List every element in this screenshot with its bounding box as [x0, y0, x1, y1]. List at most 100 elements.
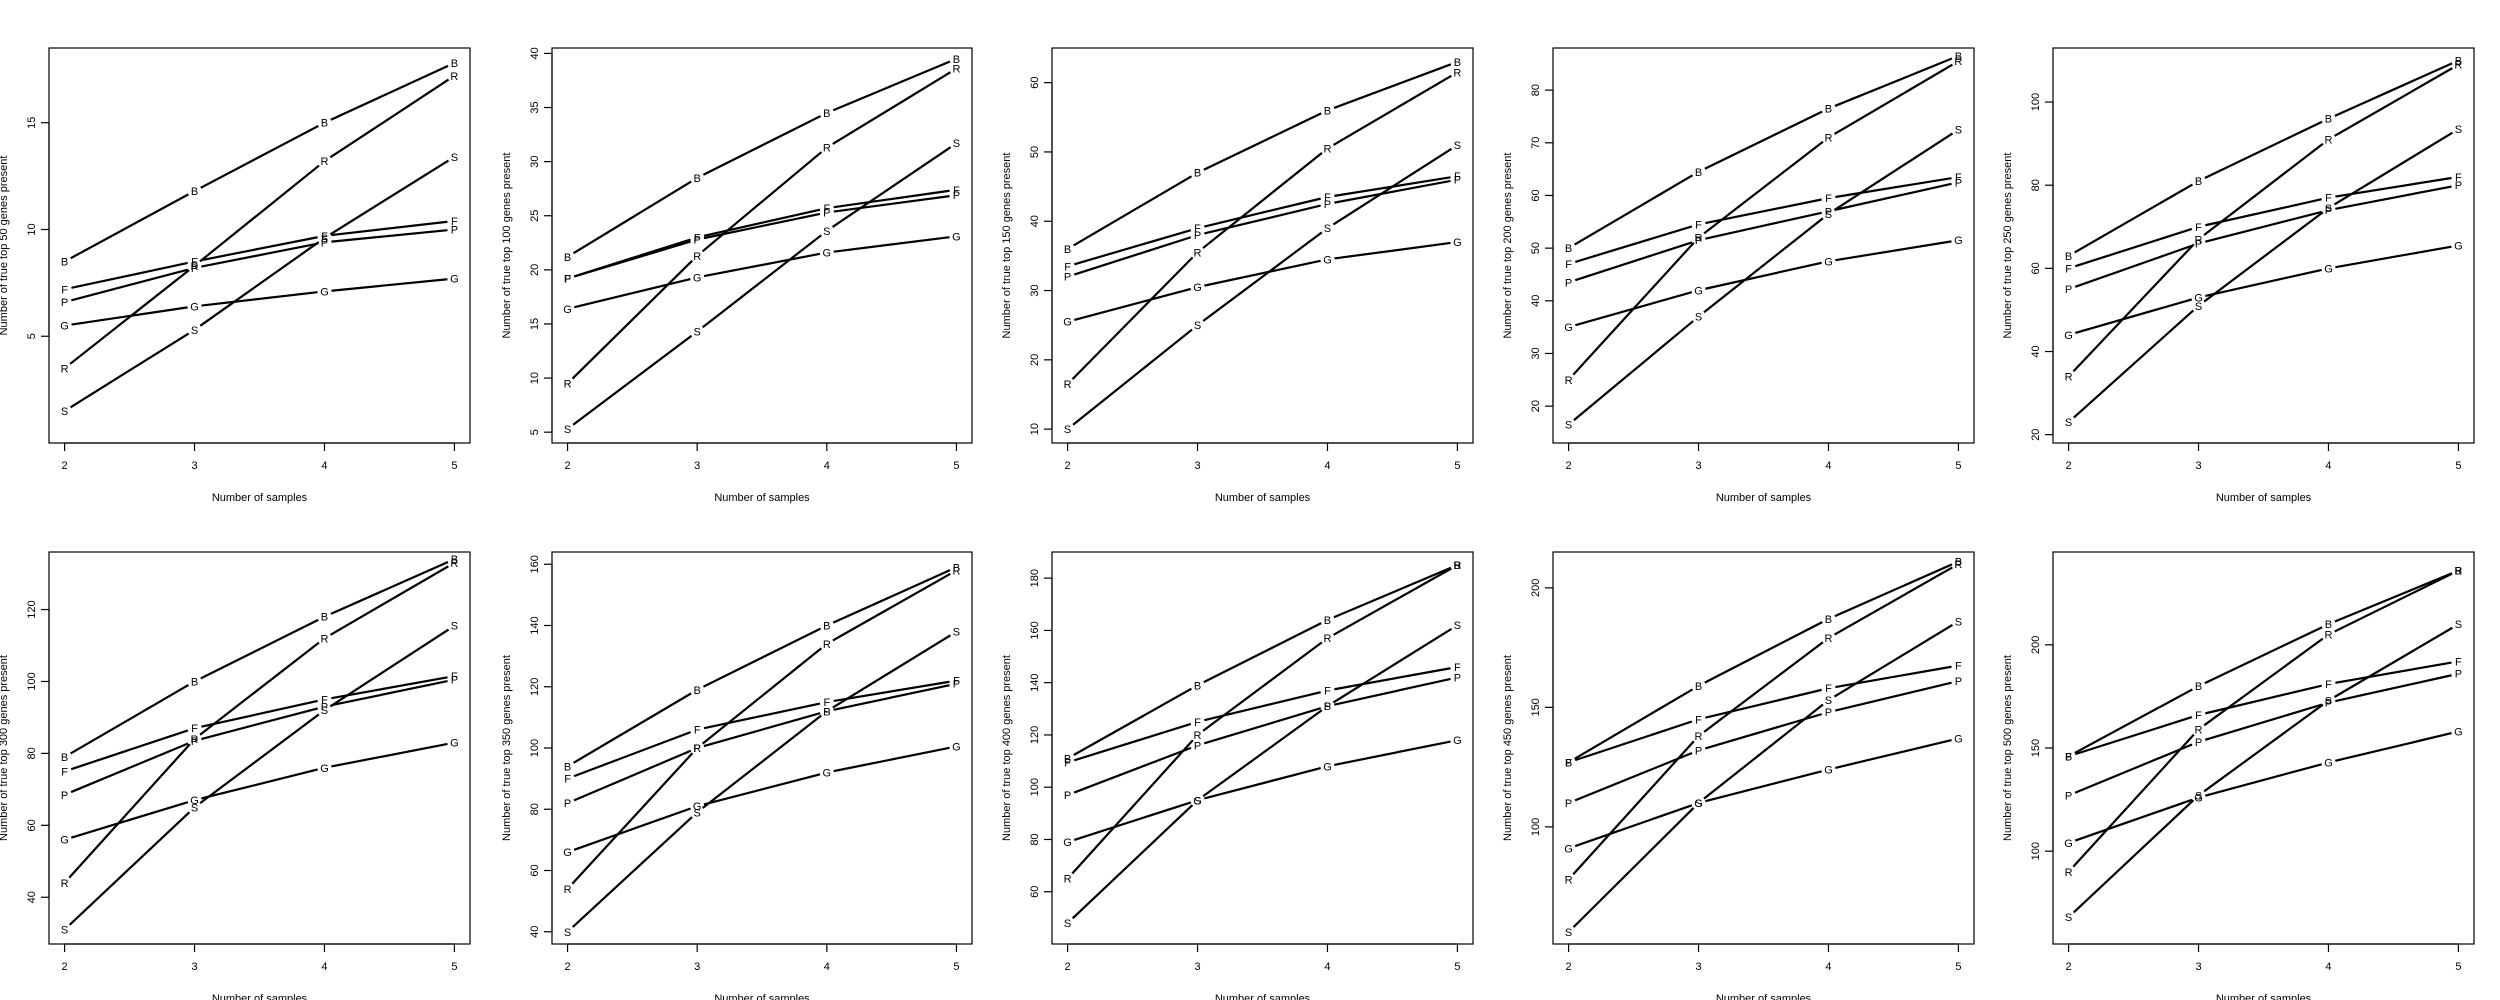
data-point-marker: P: [1454, 175, 1461, 187]
y-tick-label: 60: [1530, 189, 1542, 201]
data-point-marker: G: [190, 301, 199, 313]
data-point-marker: G: [2454, 241, 2463, 253]
data-point-marker: B: [321, 118, 328, 130]
series-line-segment: [201, 707, 318, 741]
y-tick-label: 200: [2030, 636, 2042, 654]
data-point-marker: B: [61, 752, 68, 764]
series-line-segment: [2204, 120, 2323, 180]
series-line-segment: [833, 746, 950, 773]
series-line-segment: [1202, 709, 1323, 798]
series-line-segment: [201, 242, 318, 268]
series-line-segment: [1834, 57, 1953, 107]
y-tick-label: 120: [529, 678, 541, 696]
data-point-marker: S: [2455, 124, 2462, 136]
data-point-marker: B: [1064, 244, 1071, 256]
x-axis-title: Number of samples: [2216, 492, 2312, 504]
series-line-segment: [2334, 62, 2453, 117]
data-point-marker: F: [2195, 222, 2202, 234]
series-P: P P P P: [2065, 669, 2462, 803]
series-B: B B B B: [1565, 557, 1962, 770]
data-point-marker: S: [1064, 424, 1071, 436]
x-tick-label: 3: [2195, 961, 2201, 973]
x-axis-title: Number of samples: [1215, 492, 1311, 504]
x-axis-title: Number of samples: [1215, 993, 1311, 1000]
data-point-marker: G: [190, 795, 199, 807]
y-tick-label: 10: [26, 223, 38, 235]
series-S: S S S S: [2065, 124, 2462, 429]
y-tick-label: 30: [529, 156, 541, 168]
series-line-segment: [1334, 667, 1451, 691]
data-point-marker: R: [1453, 67, 1461, 79]
x-tick-label: 4: [824, 460, 830, 472]
data-point-marker: R: [693, 743, 701, 755]
data-point-marker: S: [694, 327, 701, 339]
series-line-segment: [2075, 298, 2193, 335]
series-line-segment: [2205, 268, 2322, 298]
x-tick-label: 5: [953, 961, 959, 973]
x-tick-label: 5: [451, 961, 457, 973]
series-B: B B B B: [2065, 566, 2462, 764]
series-line-segment: [703, 702, 821, 730]
data-point-marker: P: [1324, 199, 1331, 211]
series-line-segment: [2333, 67, 2453, 137]
data-point-marker: R: [2065, 371, 2073, 383]
series-line-segment: [832, 572, 951, 642]
y-axis-title: Number of true top 500 genes present: [2002, 655, 2014, 841]
x-tick-label: 3: [1695, 961, 1701, 973]
y-axis-title: Number of true top 400 genes present: [1001, 655, 1013, 841]
data-point-marker: R: [952, 565, 960, 577]
data-point-marker: F: [2455, 172, 2462, 184]
y-tick-label: 15: [26, 117, 38, 129]
series-line-segment: [70, 729, 189, 771]
data-point-marker: R: [2195, 234, 2203, 246]
series-line-segment: [2205, 210, 2322, 243]
x-tick-label: 4: [1825, 961, 1831, 973]
series-line-segment: [199, 241, 320, 327]
series-line-segment: [2072, 243, 2195, 373]
data-point-marker: R: [1453, 560, 1461, 572]
series-line-segment: [331, 676, 448, 700]
series-line-segment: [69, 332, 190, 409]
data-point-marker: G: [1063, 837, 1072, 849]
data-point-marker: P: [1825, 707, 1832, 719]
series-line-segment: [1572, 242, 1695, 376]
data-point-marker: S: [2195, 301, 2202, 313]
data-point-marker: G: [693, 272, 702, 284]
data-point-marker: P: [1454, 672, 1461, 684]
series-line-segment: [1833, 624, 1953, 698]
series-line-segment: [1333, 566, 1452, 619]
series-line-segment: [701, 647, 823, 745]
y-tick-label: 60: [529, 864, 541, 876]
data-point-marker: P: [61, 297, 68, 309]
y-axis-title: Number of true top 100 genes present: [501, 153, 513, 339]
x-tick-label: 2: [1065, 961, 1071, 973]
series-line-segment: [1202, 641, 1323, 732]
series-line-segment: [199, 713, 320, 805]
y-tick-label: 35: [529, 101, 541, 113]
x-tick-label: 3: [1194, 961, 1200, 973]
series-G: G G G G: [1564, 733, 1962, 855]
series-line-segment: [1705, 261, 1822, 290]
series-P: P P P P: [1064, 175, 1461, 284]
data-point-marker: R: [823, 143, 831, 155]
y-tick-label: 25: [529, 210, 541, 222]
data-point-marker: G: [1824, 256, 1833, 268]
y-tick-label: 100: [2030, 842, 2042, 860]
series-line-segment: [571, 752, 694, 885]
y-tick-label: 20: [1029, 354, 1041, 366]
x-tick-label: 2: [62, 460, 68, 472]
data-point-marker: F: [191, 257, 198, 269]
data-point-marker: R: [1194, 730, 1202, 742]
y-tick-label: 120: [1029, 726, 1041, 744]
series-line-segment: [2203, 211, 2324, 303]
series-line-segment: [1572, 740, 1695, 876]
data-point-marker: F: [1064, 261, 1071, 273]
data-point-marker: P: [191, 736, 198, 748]
y-tick-label: 60: [1029, 886, 1041, 898]
data-point-marker: G: [1694, 285, 1703, 297]
series-line-segment: [2074, 798, 2193, 842]
data-point-marker: G: [1954, 235, 1963, 247]
series-line-segment: [2205, 198, 2322, 227]
x-tick-label: 5: [451, 460, 457, 472]
y-tick-label: 80: [1029, 833, 1041, 845]
